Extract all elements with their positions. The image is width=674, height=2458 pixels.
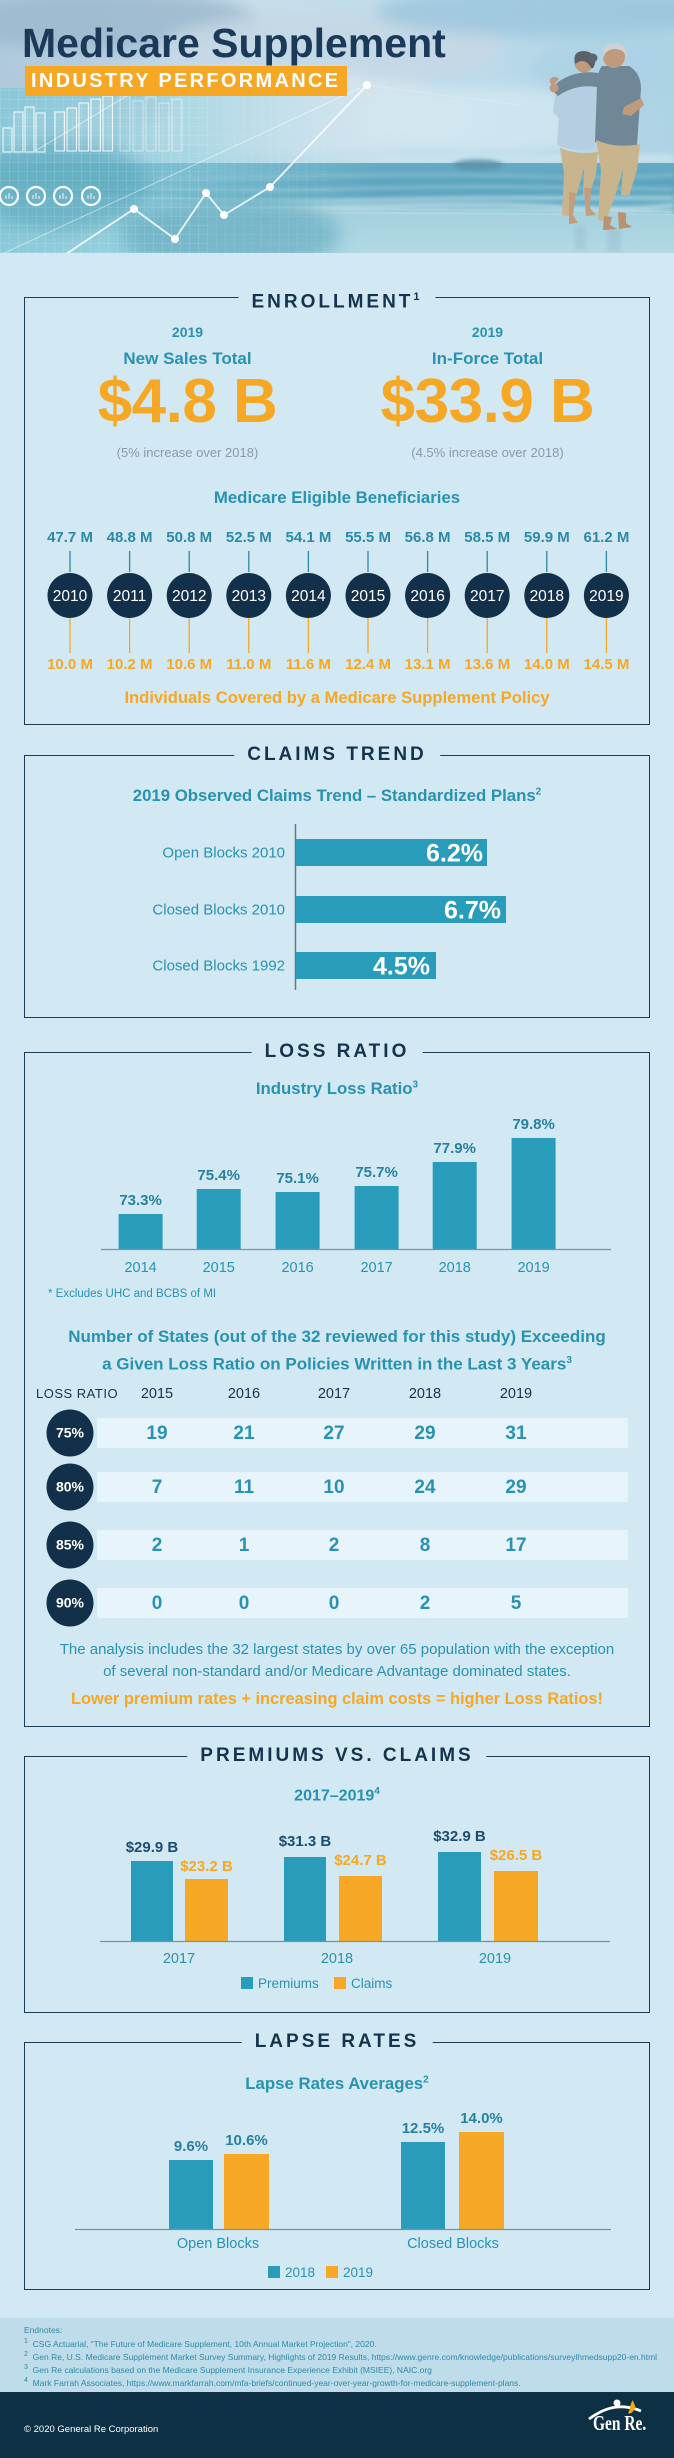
svg-text:9.6%: 9.6% [174, 2138, 208, 2155]
svg-text:52.5 M: 52.5 M [226, 529, 272, 546]
svg-text:7: 7 [152, 1477, 163, 1498]
svg-text:2015: 2015 [203, 1260, 235, 1276]
svg-text:Premiums: Premiums [258, 1976, 319, 1991]
svg-text:2015: 2015 [141, 1386, 173, 1402]
svg-text:LOSS RATIO: LOSS RATIO [36, 1386, 118, 1401]
svg-text:Gen Re.: Gen Re. [593, 2412, 646, 2436]
svg-text:2019: 2019 [500, 1386, 532, 1402]
svg-text:10.2 M: 10.2 M [107, 656, 153, 673]
svg-text:2015: 2015 [351, 588, 385, 605]
svg-text:Closed Blocks 2010: Closed Blocks 2010 [152, 902, 285, 919]
svg-text:2: 2 [420, 1593, 431, 1614]
svg-text:50.8 M: 50.8 M [166, 529, 212, 546]
svg-text:$24.7 B: $24.7 B [334, 1852, 387, 1869]
svg-text:0: 0 [152, 1593, 163, 1614]
svg-text:10.6 M: 10.6 M [166, 656, 212, 673]
svg-text:58.5 M: 58.5 M [464, 529, 510, 546]
svg-text:14.0 M: 14.0 M [524, 656, 570, 673]
svg-text:75%: 75% [56, 1425, 85, 1441]
svg-text:$29.9 B: $29.9 B [126, 1839, 179, 1856]
svg-text:Claims: Claims [351, 1976, 393, 1991]
svg-text:$32.9 B: $32.9 B [433, 1830, 486, 1845]
svg-text:59.9 M: 59.9 M [524, 529, 570, 546]
svg-text:29: 29 [505, 1477, 526, 1498]
svg-text:61.2 M: 61.2 M [583, 529, 629, 546]
svg-text:2013: 2013 [232, 588, 266, 605]
svg-text:2019: 2019 [517, 1260, 549, 1276]
svg-text:$31.3 B: $31.3 B [279, 1833, 332, 1850]
svg-text:2017: 2017 [318, 1386, 350, 1402]
svg-text:2017: 2017 [163, 1951, 195, 1967]
svg-text:55.5 M: 55.5 M [345, 529, 391, 546]
svg-text:79.8%: 79.8% [512, 1116, 555, 1133]
svg-text:48.8 M: 48.8 M [107, 529, 153, 546]
svg-text:10.0 M: 10.0 M [47, 656, 93, 673]
svg-text:73.3%: 73.3% [119, 1192, 162, 1209]
svg-text:Open Blocks: Open Blocks [177, 2236, 259, 2252]
svg-text:0: 0 [329, 1593, 340, 1614]
svg-text:12.5%: 12.5% [402, 2120, 445, 2137]
svg-text:$26.5 B: $26.5 B [490, 1847, 543, 1864]
svg-text:21: 21 [233, 1423, 255, 1444]
svg-text:77.9%: 77.9% [433, 1140, 476, 1157]
svg-text:Closed Blocks 1992: Closed Blocks 1992 [152, 958, 285, 975]
svg-text:8: 8 [420, 1535, 431, 1556]
svg-text:2016: 2016 [228, 1386, 260, 1402]
svg-text:2018: 2018 [321, 1951, 353, 1967]
svg-text:14.0%: 14.0% [460, 2110, 503, 2127]
svg-text:31: 31 [505, 1423, 527, 1444]
svg-text:29: 29 [414, 1423, 435, 1444]
svg-text:80%: 80% [56, 1479, 85, 1495]
svg-text:14.5 M: 14.5 M [583, 656, 629, 673]
svg-text:11: 11 [234, 1477, 255, 1498]
svg-text:11.6 M: 11.6 M [286, 656, 331, 673]
svg-text:6.7%: 6.7% [444, 897, 501, 925]
svg-text:27: 27 [323, 1423, 344, 1444]
svg-text:11.0 M: 11.0 M [226, 656, 271, 673]
svg-text:2017: 2017 [360, 1260, 392, 1276]
svg-text:13.1 M: 13.1 M [405, 656, 451, 673]
svg-text:2014: 2014 [124, 1260, 156, 1276]
svg-text:2019: 2019 [343, 2265, 373, 2280]
svg-text:2018: 2018 [439, 1260, 471, 1276]
svg-text:90%: 90% [56, 1595, 85, 1611]
svg-text:5: 5 [511, 1593, 522, 1614]
svg-text:24: 24 [414, 1477, 436, 1498]
svg-text:10: 10 [323, 1477, 344, 1498]
svg-text:2012: 2012 [172, 588, 206, 605]
svg-text:10.6%: 10.6% [225, 2132, 268, 2149]
svg-text:12.4 M: 12.4 M [345, 656, 391, 673]
svg-text:2016: 2016 [410, 588, 444, 605]
svg-text:19: 19 [146, 1423, 167, 1444]
svg-text:75.1%: 75.1% [276, 1170, 319, 1187]
svg-text:2017: 2017 [470, 588, 504, 605]
svg-text:2: 2 [329, 1535, 340, 1556]
svg-text:1: 1 [239, 1535, 250, 1556]
svg-text:4.5%: 4.5% [373, 953, 430, 981]
svg-text:2: 2 [152, 1535, 163, 1556]
svg-text:Closed Blocks: Closed Blocks [407, 2236, 499, 2252]
svg-text:2016: 2016 [281, 1260, 313, 1276]
svg-text:17: 17 [505, 1535, 526, 1556]
svg-text:2018: 2018 [409, 1386, 441, 1402]
svg-text:Open Blocks 2010: Open Blocks 2010 [162, 845, 285, 862]
svg-text:2018: 2018 [530, 588, 564, 605]
svg-text:6.2%: 6.2% [426, 840, 483, 868]
svg-text:47.7 M: 47.7 M [47, 529, 93, 546]
svg-text:2014: 2014 [291, 588, 326, 605]
svg-text:2019: 2019 [589, 588, 623, 605]
svg-text:75.7%: 75.7% [355, 1164, 398, 1181]
svg-text:75.4%: 75.4% [197, 1167, 240, 1184]
svg-text:56.8 M: 56.8 M [405, 529, 451, 546]
svg-text:54.1 M: 54.1 M [285, 529, 331, 546]
svg-text:85%: 85% [56, 1537, 85, 1553]
svg-text:2018: 2018 [285, 2265, 315, 2280]
svg-text:2010: 2010 [53, 588, 88, 605]
svg-text:0: 0 [239, 1593, 250, 1614]
svg-text:2019: 2019 [479, 1951, 511, 1967]
svg-text:$23.2 B: $23.2 B [180, 1858, 233, 1875]
svg-text:2011: 2011 [113, 588, 146, 605]
svg-text:13.6 M: 13.6 M [464, 656, 510, 673]
